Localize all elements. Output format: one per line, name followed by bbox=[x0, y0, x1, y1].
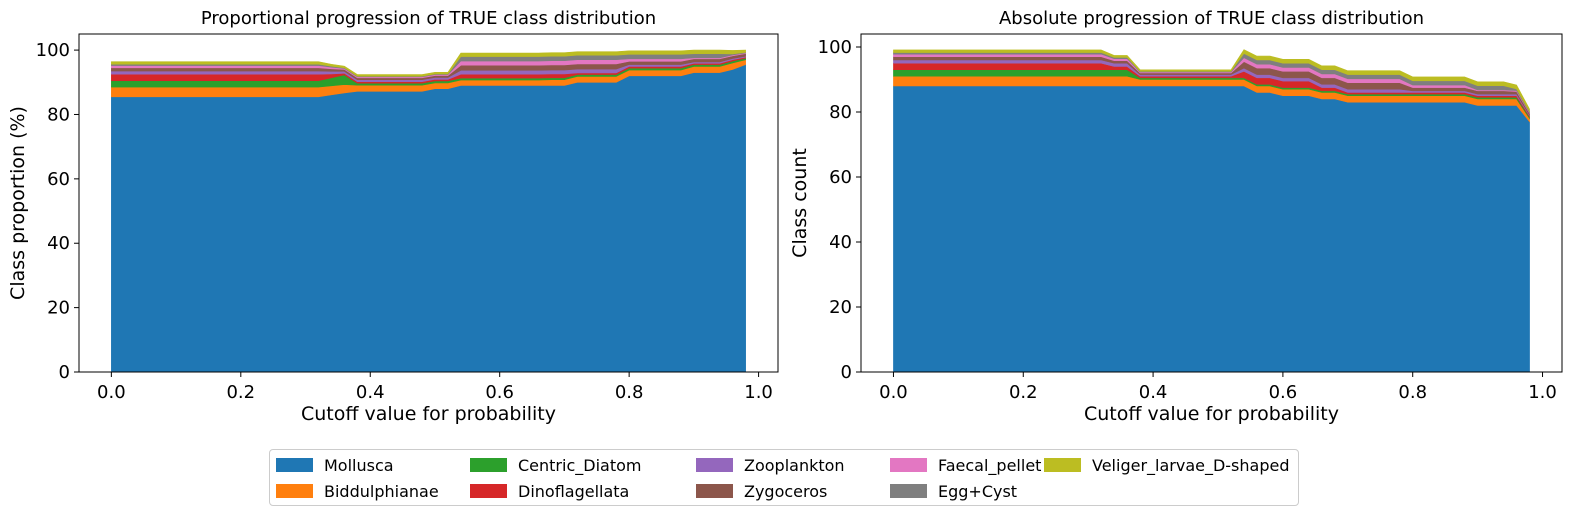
legend-label: Faecal_pellet bbox=[938, 455, 1042, 475]
legend-label: Dinoflagellata bbox=[518, 481, 630, 501]
y-tick-label: 100 bbox=[36, 40, 70, 61]
legend-item: Faecal_pellet bbox=[890, 452, 1041, 478]
x-tick-label: 0.2 bbox=[226, 382, 255, 403]
legend-label: Zooplankton bbox=[744, 455, 845, 475]
y-tick-label: 0 bbox=[841, 362, 852, 383]
y-axis-label: Class count bbox=[789, 148, 811, 258]
y-tick-label: 100 bbox=[818, 37, 852, 58]
area-veliger-larvae-d-shaped bbox=[893, 49, 1530, 113]
legend-item: Zygoceros bbox=[696, 478, 827, 504]
chart-panel-1 bbox=[74, 33, 779, 377]
area-veliger-larvae-d-shaped bbox=[111, 49, 746, 77]
legend-label: Centric_Diatom bbox=[518, 455, 642, 475]
area-mollusca bbox=[111, 64, 746, 373]
legend-swatch bbox=[890, 458, 927, 472]
y-tick-label: 0 bbox=[59, 362, 70, 383]
legend-item: Centric_Diatom bbox=[470, 452, 641, 478]
legend-item: Mollusca bbox=[276, 452, 394, 478]
figure: 0.0 0.2 0.4 0.6 0.8 1.0 0 20 40 60 80 100 Proportion… bbox=[7, 8, 1563, 425]
legend-label: Veliger_larvae_D-shaped bbox=[1092, 455, 1290, 475]
x-axis-label: Cutoff value for probability bbox=[301, 403, 556, 425]
x-tick-label: 0.4 bbox=[356, 382, 385, 403]
y-tick-label: 40 bbox=[829, 232, 852, 253]
y-tick-label: 60 bbox=[47, 169, 70, 190]
x-tick-label: 0.0 bbox=[97, 382, 126, 403]
x-tick-label: 0.8 bbox=[1398, 382, 1427, 403]
x-tick-label: 0.2 bbox=[1009, 382, 1038, 403]
y-tick-label: 20 bbox=[829, 297, 852, 318]
chart-title: Proportional progression of TRUE class d… bbox=[201, 8, 656, 29]
legend-label: Biddulphianae bbox=[324, 481, 439, 501]
x-tick-label: 1.0 bbox=[744, 382, 773, 403]
x-tick-label: 0.6 bbox=[485, 382, 514, 403]
legend-item: Zooplankton bbox=[696, 452, 845, 478]
x-tick-label: 0.8 bbox=[615, 382, 644, 403]
legend-swatch bbox=[276, 484, 313, 498]
legend-swatch bbox=[470, 484, 507, 498]
plot-frame bbox=[860, 33, 1563, 373]
legend-item: Biddulphianae bbox=[276, 478, 439, 504]
legend-swatch bbox=[276, 458, 313, 472]
legend-item: Veliger_larvae_D-shaped bbox=[1044, 452, 1290, 478]
legend-swatch bbox=[470, 458, 507, 472]
y-axis-label: Class proportion (%) bbox=[7, 106, 29, 300]
y-tick-label: 80 bbox=[47, 104, 70, 125]
legend-swatch bbox=[696, 484, 733, 498]
legend-label: Egg+Cyst bbox=[938, 481, 1018, 501]
x-tick-label: 0.4 bbox=[1139, 382, 1168, 403]
legend-label: Mollusca bbox=[324, 455, 394, 475]
chart-panel-2 bbox=[856, 33, 1563, 377]
y-tick-label: 60 bbox=[829, 167, 852, 188]
x-tick-label: 1.0 bbox=[1528, 382, 1557, 403]
legend-label: Zygoceros bbox=[744, 481, 828, 501]
y-tick-label: 40 bbox=[47, 233, 70, 254]
x-tick-label: 0.0 bbox=[879, 382, 908, 403]
legend-swatch bbox=[696, 458, 733, 472]
legend-item: Dinoflagellata bbox=[470, 478, 629, 504]
legend-swatch bbox=[890, 484, 927, 498]
legend-item: Egg+Cyst bbox=[890, 478, 1017, 504]
y-tick-label: 80 bbox=[829, 102, 852, 123]
y-tick-label: 20 bbox=[47, 298, 70, 319]
x-tick-label: 0.6 bbox=[1269, 382, 1298, 403]
area-mollusca bbox=[893, 85, 1530, 373]
x-axis-label: Cutoff value for probability bbox=[1084, 403, 1339, 425]
legend-swatch bbox=[1044, 458, 1081, 472]
plot-frame bbox=[78, 33, 779, 373]
legend: Mollusca Biddulphianae Centric_Diatom Dinof… bbox=[269, 449, 1299, 506]
chart-title: Absolute progression of TRUE class distr… bbox=[999, 8, 1424, 29]
